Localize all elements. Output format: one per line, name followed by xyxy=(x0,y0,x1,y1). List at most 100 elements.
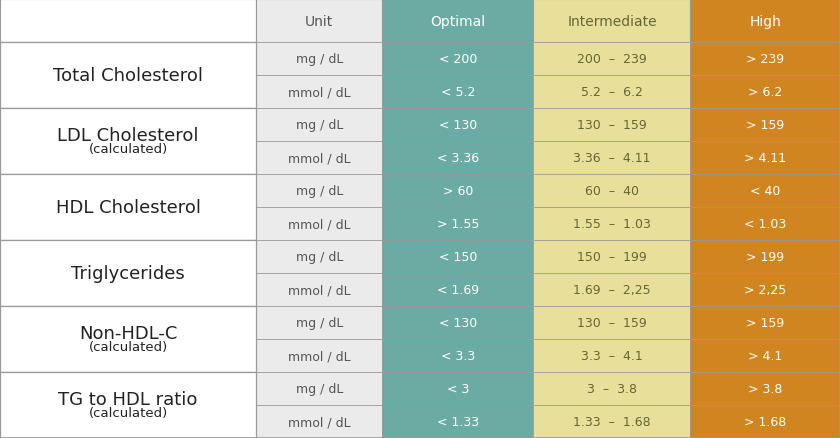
Text: mmol / dL: mmol / dL xyxy=(288,218,350,230)
Bar xyxy=(256,339,382,372)
Bar xyxy=(382,76,533,109)
Text: Non-HDL-C: Non-HDL-C xyxy=(79,324,177,342)
Text: > 1.68: > 1.68 xyxy=(744,415,786,428)
Text: > 6.2: > 6.2 xyxy=(748,86,782,99)
Text: Intermediate: Intermediate xyxy=(567,14,657,28)
Bar xyxy=(690,43,840,76)
Bar xyxy=(0,0,256,43)
Text: mg / dL: mg / dL xyxy=(296,53,343,66)
Bar xyxy=(533,43,690,76)
Bar xyxy=(690,175,840,208)
Bar xyxy=(690,339,840,372)
Text: Optimal: Optimal xyxy=(430,14,486,28)
Bar xyxy=(690,306,840,339)
Bar xyxy=(690,240,840,273)
Bar xyxy=(533,339,690,372)
Bar xyxy=(382,372,533,405)
Text: (calculated): (calculated) xyxy=(88,406,168,419)
Bar xyxy=(382,240,533,273)
Bar xyxy=(0,109,256,175)
Text: < 130: < 130 xyxy=(438,119,477,132)
Bar xyxy=(256,372,382,405)
Bar xyxy=(533,306,690,339)
Text: mg / dL: mg / dL xyxy=(296,251,343,263)
Text: 1.33  –  1.68: 1.33 – 1.68 xyxy=(573,415,651,428)
Text: 3.3  –  4.1: 3.3 – 4.1 xyxy=(581,349,643,362)
Bar xyxy=(690,208,840,240)
Bar xyxy=(382,372,533,405)
Bar xyxy=(690,76,840,109)
Text: High: High xyxy=(749,14,781,28)
Bar xyxy=(690,141,840,175)
Bar xyxy=(382,0,533,43)
Text: > 2,25: > 2,25 xyxy=(744,283,786,297)
Bar xyxy=(382,273,533,306)
Text: > 4.1: > 4.1 xyxy=(748,349,782,362)
Bar xyxy=(382,43,533,76)
Bar xyxy=(382,273,533,306)
Bar xyxy=(0,240,256,306)
Bar xyxy=(256,109,382,142)
Bar xyxy=(382,339,533,372)
Text: mg / dL: mg / dL xyxy=(296,119,343,132)
Bar xyxy=(690,208,840,240)
Bar xyxy=(0,109,256,175)
Bar xyxy=(533,109,690,142)
Bar xyxy=(533,175,690,208)
Text: 3.36  –  4.11: 3.36 – 4.11 xyxy=(573,152,651,165)
Bar xyxy=(256,141,382,175)
Text: 60  –  40: 60 – 40 xyxy=(585,184,639,198)
Text: mg / dL: mg / dL xyxy=(296,382,343,395)
Bar xyxy=(533,43,690,76)
Text: Unit: Unit xyxy=(305,14,333,28)
Text: < 5.2: < 5.2 xyxy=(441,86,475,99)
Bar xyxy=(382,141,533,175)
Text: LDL Cholesterol: LDL Cholesterol xyxy=(57,127,199,145)
Text: > 159: > 159 xyxy=(746,316,785,329)
Bar xyxy=(256,0,382,43)
Text: mmol / dL: mmol / dL xyxy=(288,86,350,99)
Bar xyxy=(256,175,382,208)
Bar xyxy=(382,306,533,339)
Bar xyxy=(533,208,690,240)
Text: mmol / dL: mmol / dL xyxy=(288,152,350,165)
Text: HDL Cholesterol: HDL Cholesterol xyxy=(55,198,201,216)
Bar xyxy=(0,0,256,43)
Bar xyxy=(690,0,840,43)
Bar xyxy=(382,175,533,208)
Bar xyxy=(533,372,690,405)
Bar xyxy=(0,372,256,438)
Bar xyxy=(690,306,840,339)
Bar xyxy=(690,372,840,405)
Bar xyxy=(256,141,382,175)
Bar xyxy=(382,306,533,339)
Bar xyxy=(256,405,382,438)
Bar xyxy=(256,0,382,43)
Bar xyxy=(533,208,690,240)
Text: < 3.3: < 3.3 xyxy=(441,349,475,362)
Bar xyxy=(256,339,382,372)
Bar xyxy=(382,109,533,142)
Bar xyxy=(382,405,533,438)
Bar xyxy=(533,240,690,273)
Text: > 199: > 199 xyxy=(746,251,785,263)
Text: 5.2  –  6.2: 5.2 – 6.2 xyxy=(581,86,643,99)
Text: 150  –  199: 150 – 199 xyxy=(577,251,647,263)
Text: mmol / dL: mmol / dL xyxy=(288,349,350,362)
Bar xyxy=(256,306,382,339)
Bar xyxy=(0,306,256,372)
Bar xyxy=(533,339,690,372)
Bar xyxy=(690,339,840,372)
Bar xyxy=(256,76,382,109)
Bar xyxy=(256,76,382,109)
Bar xyxy=(0,306,256,372)
Text: < 1.69: < 1.69 xyxy=(437,283,479,297)
Text: 1.69  –  2,25: 1.69 – 2,25 xyxy=(573,283,651,297)
Bar xyxy=(690,0,840,43)
Bar xyxy=(533,372,690,405)
Bar xyxy=(690,372,840,405)
Bar xyxy=(533,273,690,306)
Bar xyxy=(690,76,840,109)
Bar xyxy=(256,372,382,405)
Bar xyxy=(382,43,533,76)
